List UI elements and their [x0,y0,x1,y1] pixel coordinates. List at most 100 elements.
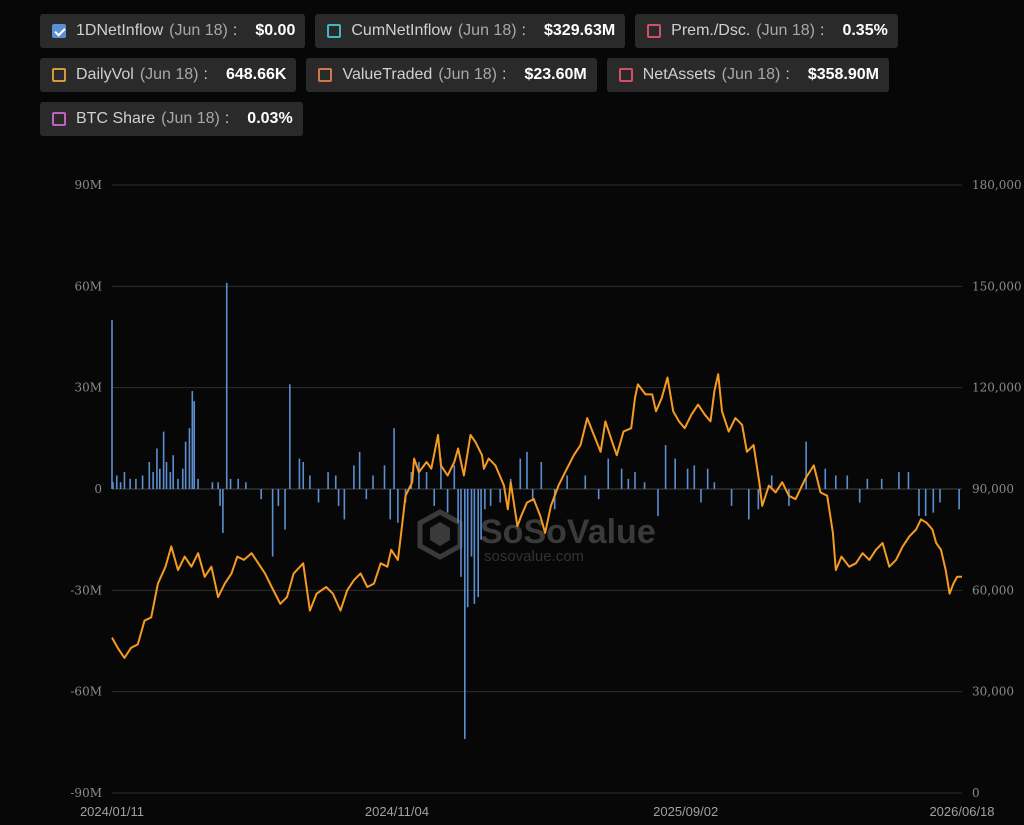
legend-label: ValueTraded [342,66,433,83]
legend-value: 0.03% [247,110,293,127]
inflow-bar [584,475,587,489]
y-left-tick-label: -90M [70,786,102,800]
legend-label: 1DNetInflow [76,22,164,39]
checkbox-icon[interactable] [52,68,66,82]
legend-colon: : [232,22,238,39]
y-right-tick-label: 90,000 [972,482,1014,496]
watermark-brand: SoSoValue [480,513,656,551]
inflow-bar [440,458,442,489]
legend-chip-valuetraded[interactable]: ValueTraded (Jun 18) : $23.60M [306,58,597,92]
inflow-bar [805,441,807,489]
inflow-bar [211,482,214,489]
legend-row-1: 1DNetInflow (Jun 18) : $0.00 CumNetInflo… [40,14,980,48]
x-tick-label: 2024/01/11 [80,804,144,819]
legend-label: Prem./Dsc. [671,22,751,39]
legend-colon: : [521,22,526,39]
inflow-bar [237,478,240,489]
legend-date: (Jun 18) [756,22,815,39]
legend-value: $0.00 [255,22,296,39]
legend-colon: : [203,66,208,83]
inflow-bar [824,468,827,489]
checkbox-icon[interactable] [318,68,333,82]
legend-colon: : [224,110,230,127]
legend-chip-cumnetinflow[interactable]: CumNetInflow (Jun 18) : $329.63M [315,14,626,48]
legend-date: (Jun 18) [161,110,220,127]
inflow-bar [410,472,413,489]
inflow-bar [499,489,501,503]
checkbox-icon[interactable] [52,24,66,38]
inflow-bar [898,472,900,489]
inflow-bar [834,475,837,489]
checkbox-icon[interactable] [52,112,66,126]
inflow-bar [191,391,194,489]
inflow-bar [123,472,126,489]
inflow-bar [383,465,386,489]
legend-value: $358.90M [807,66,879,83]
inflow-bar [519,458,522,489]
legend-label: BTC Share [76,110,156,127]
legend-row-3: BTC Share (Jun 18) : 0.03% [40,102,980,136]
inflow-bar [846,475,849,489]
inflow-bar [480,489,482,540]
inflow-bar [607,458,610,489]
inflow-bar [141,475,144,489]
inflow-bar [358,451,361,489]
legend-value: $23.60M [524,66,587,83]
inflow-bar [627,478,630,489]
legend-value: 0.35% [842,22,888,39]
inflow-bar [686,468,689,489]
legend-date: (Jun 18) [438,66,498,83]
legend-label: NetAssets [642,66,716,83]
y-right-tick-label: 60,000 [972,583,1014,597]
inflow-bar [389,489,392,520]
inflow-bar [706,468,709,489]
y-right-tick-label: 120,000 [972,381,1022,395]
inflow-bar [277,489,280,506]
checkbox-icon[interactable] [647,24,662,38]
y-right-tick-label: 0 [972,786,980,800]
y-left-tick-label: 90M [74,178,102,192]
inflow-bar [674,458,676,489]
inflow-bar [219,489,221,506]
inflow-bar [932,489,935,513]
y-left-tick-label: -30M [70,583,102,597]
gridlines [112,184,962,794]
checkbox-icon[interactable] [618,68,633,82]
inflow-bar [457,489,459,523]
legend-date: (Jun 18) [721,66,781,83]
inflow-bar [425,472,428,489]
inflow-bar [135,478,137,489]
checkbox-icon[interactable] [327,24,342,38]
y-axis-right: 180,000 150,000 120,000 90,000 60,000 30,000 0 [972,178,1022,800]
inflow-bar [634,472,636,489]
y-axis-left: 90M 60M 30M 0 -30M -60M -90M [70,178,102,800]
inflow-bar [907,472,910,489]
legend-chip-premium-discount[interactable]: Prem./Dsc. (Jun 18) : 0.35% [635,14,898,48]
legend-chip-netassets[interactable]: NetAssets (Jun 18) : $358.90M [606,58,889,92]
inflow-bar [302,461,305,489]
inflow-bar [489,489,492,506]
legend-chip-dailyvol[interactable]: DailyVol (Jun 18) : 648.66K [40,58,297,92]
inflow-bar [165,461,168,489]
inflow-bar [747,489,750,520]
inflow-bar [245,482,247,489]
inflow-bar [757,489,760,510]
legend-label: DailyVol [76,66,134,83]
legend-chip-btc-share[interactable]: BTC Share (Jun 18) : 0.03% [40,102,303,136]
sosovalue-logo-icon [417,509,463,560]
inflow-bar [217,482,219,489]
inflow-bar [111,320,113,489]
inflow-bar [309,475,311,489]
y-right-tick-label: 30,000 [972,685,1014,699]
inflow-bar [788,489,790,506]
inflow-bar [289,384,291,489]
legend-chip-1dnetinflow[interactable]: 1DNetInflow (Jun 18) : $0.00 [40,14,306,48]
inflow-bar [484,489,486,510]
inflow-bar [271,489,274,557]
x-tick-label: 2024/11/04 [365,804,429,819]
inflow-bar [477,489,479,598]
y-left-tick-label: 30M [74,381,102,395]
inflow-bar [119,482,122,489]
inflow-bar [181,468,184,489]
